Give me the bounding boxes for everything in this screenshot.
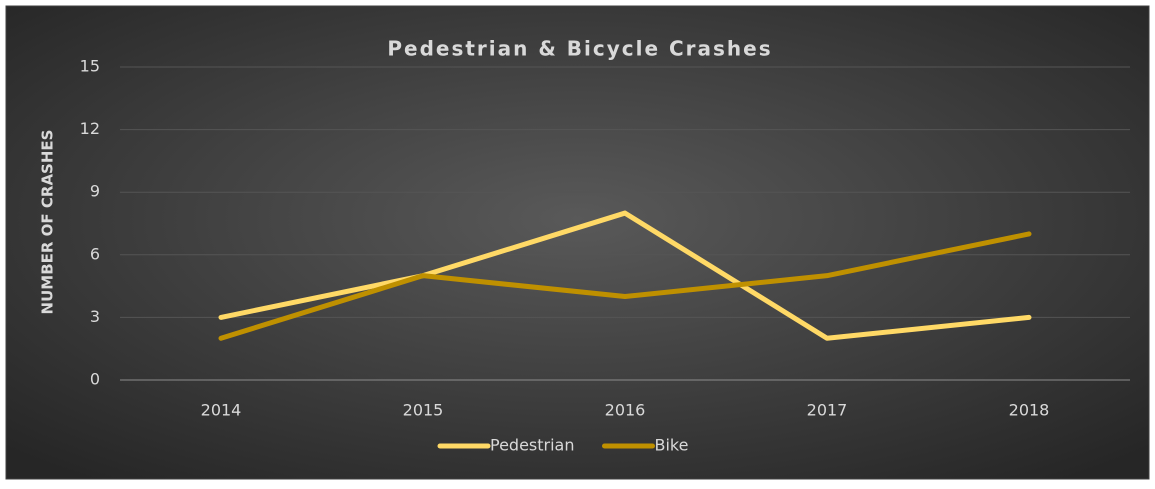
chart-title: Pedestrian & Bicycle Crashes (387, 37, 772, 61)
y-tick-label: 15 (80, 57, 100, 76)
y-tick-label: 3 (90, 307, 100, 326)
x-tick-label: 2018 (1009, 401, 1050, 420)
y-tick-label: 12 (80, 119, 100, 138)
y-tick-label: 9 (90, 182, 100, 201)
line-series (218, 210, 1032, 341)
x-tick-label: 2014 (201, 401, 242, 420)
line-series (218, 231, 1032, 341)
x-tick-label: 2017 (807, 401, 848, 420)
legend-label: Bike (655, 436, 689, 455)
y-tick-label: 6 (90, 244, 100, 263)
chart-background (5, 5, 1150, 480)
legend-label: Pedestrian (490, 436, 575, 455)
y-axis-label: NUMBER OF CRASHES (39, 130, 57, 315)
x-tick-label: 2016 (605, 401, 646, 420)
x-tick-label: 2015 (403, 401, 444, 420)
y-tick-label: 0 (90, 370, 100, 389)
